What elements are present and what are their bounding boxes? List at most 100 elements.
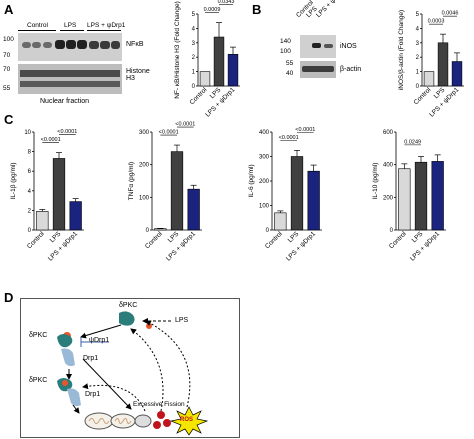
bar bbox=[431, 161, 444, 231]
panel-b-blot: Control LPS LPS + ψDrp1 140 100 55 40 iN… bbox=[280, 0, 390, 80]
y-tick-label: 0 bbox=[192, 84, 196, 90]
bar bbox=[69, 201, 82, 231]
feedback-arrow-3 bbox=[82, 383, 146, 412]
bar bbox=[213, 36, 225, 87]
lane-label-lps: LPS bbox=[64, 22, 77, 29]
y-tick-label: 200 bbox=[259, 179, 270, 185]
category-label: LPS bbox=[167, 230, 181, 244]
y-tick-label: 4 bbox=[28, 189, 32, 195]
y-tick-label: 2 bbox=[192, 55, 196, 61]
y-tick-label: 2 bbox=[28, 208, 32, 214]
mw-marker: 55 bbox=[286, 60, 294, 67]
label-dpkc-low: δPKC bbox=[29, 377, 48, 384]
bar bbox=[414, 161, 428, 231]
y-tick-label: 0 bbox=[416, 84, 420, 90]
y-axis-label: IL-10 (pg/ml) bbox=[372, 163, 379, 200]
mw-marker: 100 bbox=[3, 36, 14, 43]
y-tick-label: 5 bbox=[416, 12, 420, 18]
drp1-shape-b bbox=[67, 388, 81, 407]
lane-label-lps-drp1: LPS + ψDrp1 bbox=[315, 0, 348, 19]
bar bbox=[274, 212, 287, 231]
p-value-label: <0.0001 bbox=[279, 135, 299, 141]
p-value-label: <0.0001 bbox=[159, 130, 179, 136]
blot-actin bbox=[300, 61, 336, 78]
p-value-label: <0.0001 bbox=[41, 137, 61, 143]
y-tick-label: 4 bbox=[416, 26, 420, 32]
y-tick-label: 1 bbox=[192, 70, 196, 76]
p-value-label: 0.0009 bbox=[204, 7, 221, 13]
y-tick-label: 0 bbox=[390, 228, 394, 234]
bar bbox=[423, 71, 435, 87]
y-tick-label: 0 bbox=[28, 228, 32, 234]
lane-label-lps-drp1: LPS + ψDrp1 bbox=[87, 22, 126, 29]
ros-dot bbox=[153, 421, 161, 429]
p-value-label: 0.0003 bbox=[428, 19, 445, 25]
y-tick-label: 400 bbox=[259, 130, 270, 136]
fission-arrow bbox=[82, 358, 132, 410]
bar bbox=[227, 54, 239, 87]
feedback-arrow-2 bbox=[145, 320, 191, 408]
schematic-drawing bbox=[57, 311, 209, 436]
label-ros: ROS bbox=[180, 417, 194, 423]
bar bbox=[36, 211, 49, 231]
mw-marker: 70 bbox=[3, 66, 11, 73]
lane-line bbox=[60, 30, 84, 31]
category-label: LPS bbox=[411, 230, 425, 244]
y-tick-label: 3 bbox=[416, 41, 420, 47]
y-tick-label: 600 bbox=[383, 130, 394, 136]
label-dpkc-top: δPKC bbox=[119, 302, 138, 309]
y-tick-label: 300 bbox=[259, 155, 270, 161]
bar bbox=[290, 156, 304, 231]
blot-inos bbox=[300, 35, 336, 58]
to-mito-arrow bbox=[72, 404, 80, 414]
y-tick-label: 6 bbox=[28, 169, 32, 175]
y-tick-label: 5 bbox=[192, 12, 196, 18]
y-tick-label: 100 bbox=[259, 204, 270, 210]
panel-label-d: D bbox=[4, 290, 14, 305]
y-tick-label: 4 bbox=[192, 26, 196, 32]
mito-2-cristae bbox=[114, 418, 132, 424]
ros-dot bbox=[163, 419, 171, 427]
label-lps: LPS bbox=[175, 317, 189, 324]
bar bbox=[187, 188, 200, 231]
mw-marker: 140 bbox=[280, 38, 291, 45]
mw-marker: 100 bbox=[280, 48, 291, 55]
blot-footer: Nuclear fraction bbox=[40, 98, 90, 105]
label-dpkc-mid: δPKC bbox=[29, 332, 48, 339]
y-tick-label: 10 bbox=[24, 130, 31, 136]
band-label-inos: iNOS bbox=[340, 43, 357, 50]
blot-nfkb bbox=[18, 33, 122, 61]
bar bbox=[154, 228, 167, 231]
label-drp1-b: Drp1 bbox=[85, 391, 101, 398]
lane-line bbox=[87, 30, 121, 31]
y-axis-label: IL-6 (pg/ml) bbox=[248, 164, 255, 197]
y-tick-label: 2 bbox=[416, 55, 420, 61]
panel-label-c: C bbox=[4, 112, 14, 127]
mw-marker: 40 bbox=[286, 70, 294, 77]
y-tick-label: 100 bbox=[139, 195, 150, 201]
bar bbox=[451, 61, 463, 87]
lane-label-control: Control bbox=[27, 22, 48, 29]
y-tick-label: 300 bbox=[139, 130, 150, 136]
label-psidrp1: ψDrp1 bbox=[89, 337, 110, 344]
y-tick-label: 200 bbox=[383, 195, 394, 201]
panel-label-a: A bbox=[4, 2, 14, 17]
panel-label-b: B bbox=[252, 2, 262, 17]
p-value-label: <0.0001 bbox=[175, 122, 195, 128]
activation-arrow bbox=[80, 324, 122, 339]
ros-dot bbox=[157, 411, 165, 419]
p-value-label: 0.0249 bbox=[404, 139, 421, 145]
y-tick-label: 0 bbox=[266, 228, 270, 234]
y-axis-label: iNOS/β-actin (Fold Change) bbox=[398, 10, 405, 90]
band-label-actin: β-actin bbox=[340, 66, 362, 73]
category-label: LPS bbox=[287, 230, 301, 244]
y-tick-label: 400 bbox=[383, 163, 394, 169]
dpkc-mid-shape bbox=[57, 334, 73, 348]
mw-marker: 70 bbox=[3, 52, 11, 59]
p-value-label: 0.0046 bbox=[442, 11, 459, 17]
